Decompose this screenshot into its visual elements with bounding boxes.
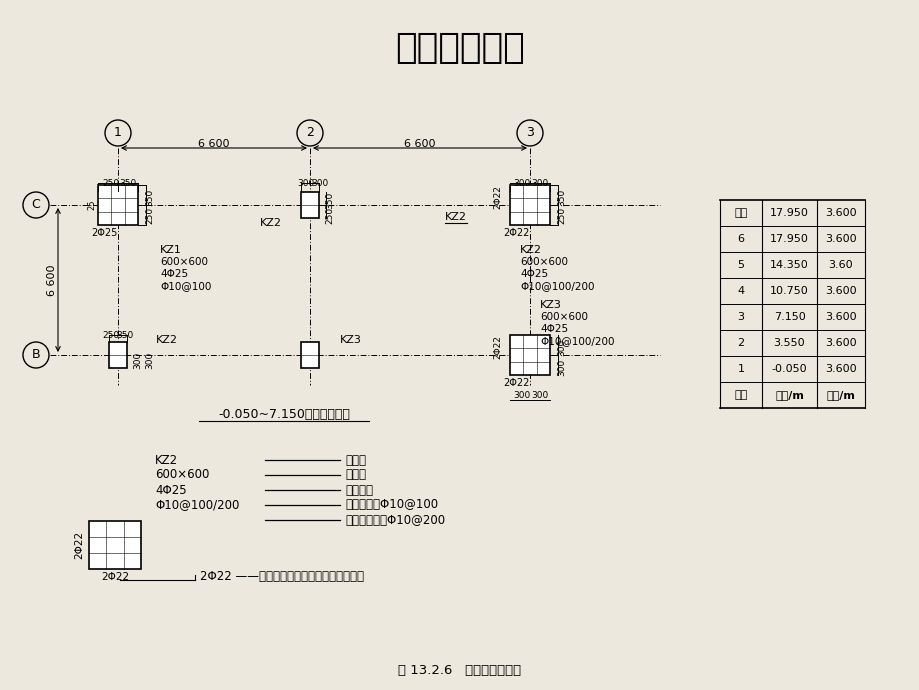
Text: KZ2: KZ2	[519, 245, 541, 255]
Text: 300: 300	[133, 351, 142, 368]
Text: 1: 1	[114, 126, 122, 139]
Text: 1: 1	[737, 364, 743, 374]
Text: 2Φ22: 2Φ22	[493, 185, 502, 209]
Text: 6 600: 6 600	[47, 264, 57, 296]
Text: KZ2: KZ2	[154, 453, 178, 466]
Text: 3.600: 3.600	[824, 312, 856, 322]
Text: KZ2: KZ2	[156, 335, 177, 345]
Text: 3.600: 3.600	[824, 286, 856, 296]
Text: 300: 300	[557, 338, 566, 355]
Text: 2Φ22: 2Φ22	[74, 531, 84, 559]
Text: 3.600: 3.600	[824, 338, 856, 348]
Text: 层面: 层面	[733, 208, 747, 218]
Text: 2Φ22 ——柱侧中部配筋，对称配筋仅注一侧: 2Φ22 ——柱侧中部配筋，对称配筋仅注一侧	[199, 571, 364, 584]
Text: 标高/m: 标高/m	[774, 390, 803, 400]
Text: 2: 2	[737, 338, 743, 348]
Text: 250: 250	[102, 331, 119, 339]
Text: Φ10@100/200: Φ10@100/200	[539, 336, 614, 346]
Text: 2Φ22: 2Φ22	[101, 572, 129, 582]
Text: 14.350: 14.350	[769, 260, 808, 270]
Text: 300: 300	[531, 391, 548, 400]
Text: KZ3: KZ3	[539, 300, 562, 310]
Text: 300: 300	[297, 179, 314, 188]
Text: 3.60: 3.60	[828, 260, 853, 270]
Text: 350: 350	[119, 179, 137, 188]
Text: 3.600: 3.600	[824, 234, 856, 244]
Text: 300: 300	[311, 179, 328, 188]
Text: 350: 350	[116, 331, 133, 339]
Bar	[301, 192, 319, 218]
Text: 350: 350	[145, 188, 154, 206]
Text: 350: 350	[325, 191, 335, 208]
Bar	[509, 335, 550, 375]
Text: Φ10@100/200: Φ10@100/200	[154, 498, 239, 511]
Text: 300: 300	[513, 179, 530, 188]
Text: 7.150: 7.150	[773, 312, 804, 322]
Text: 250: 250	[145, 206, 154, 224]
Text: -0.050~7.150柱平法施工图: -0.050~7.150柱平法施工图	[218, 408, 349, 422]
Text: 3: 3	[526, 126, 533, 139]
Text: 柱截面: 柱截面	[345, 469, 366, 482]
Text: 5: 5	[737, 260, 743, 270]
Text: 300: 300	[531, 179, 548, 188]
Text: 10.750: 10.750	[769, 286, 808, 296]
Text: Φ10@100/200: Φ10@100/200	[519, 281, 594, 291]
Text: 2Φ22: 2Φ22	[493, 335, 502, 359]
Text: 600×600: 600×600	[160, 257, 208, 267]
Text: 3.600: 3.600	[824, 208, 856, 218]
Text: 加密区箍筋Φ10@100: 加密区箍筋Φ10@100	[345, 498, 437, 511]
Text: KZ2: KZ2	[260, 218, 282, 228]
Text: 6 600: 6 600	[403, 139, 436, 149]
Text: 截面注写方式: 截面注写方式	[394, 31, 525, 65]
Text: 层高/m: 层高/m	[825, 390, 855, 400]
Text: KZ3: KZ3	[340, 335, 361, 345]
Text: 3: 3	[737, 312, 743, 322]
Text: B: B	[31, 348, 40, 362]
Text: 2: 2	[306, 126, 313, 139]
Text: 4: 4	[737, 286, 743, 296]
Text: 6: 6	[737, 234, 743, 244]
Text: 25: 25	[87, 199, 96, 210]
Bar	[98, 185, 138, 225]
Text: 600×600: 600×600	[539, 312, 587, 322]
Text: 17.950: 17.950	[769, 234, 808, 244]
Text: 2Φ25: 2Φ25	[91, 228, 117, 238]
Text: 300: 300	[557, 358, 566, 375]
Bar	[89, 521, 141, 569]
Text: 3.600: 3.600	[824, 364, 856, 374]
Text: 3.550: 3.550	[773, 338, 804, 348]
Text: 350: 350	[557, 188, 566, 206]
Text: 4Φ25: 4Φ25	[519, 269, 548, 279]
Text: 600×600: 600×600	[154, 469, 210, 482]
Text: 柱编号: 柱编号	[345, 453, 366, 466]
Text: 层号: 层号	[733, 390, 747, 400]
Text: C: C	[31, 199, 40, 212]
Text: 250: 250	[557, 206, 566, 224]
Bar	[301, 342, 319, 368]
Text: 2Φ22: 2Φ22	[503, 228, 528, 238]
Text: 600×600: 600×600	[519, 257, 567, 267]
Text: Φ10@100: Φ10@100	[160, 281, 211, 291]
Text: 2Φ22: 2Φ22	[503, 378, 528, 388]
Text: KZ2: KZ2	[445, 212, 467, 222]
Text: 图 13.2.6   柱截面注写方式: 图 13.2.6 柱截面注写方式	[398, 664, 521, 676]
Text: 4Φ25: 4Φ25	[160, 269, 187, 279]
Text: 250: 250	[102, 179, 119, 188]
Text: 柱角配筋: 柱角配筋	[345, 484, 372, 497]
Text: 300: 300	[145, 351, 154, 368]
Text: 6 600: 6 600	[198, 139, 230, 149]
Text: 250: 250	[325, 206, 335, 224]
Text: -0.050: -0.050	[771, 364, 807, 374]
Text: 300: 300	[513, 391, 530, 400]
Bar	[509, 185, 550, 225]
Bar	[108, 342, 127, 368]
Text: 17.950: 17.950	[769, 208, 808, 218]
Text: KZ1: KZ1	[160, 245, 182, 255]
Text: 4Φ25: 4Φ25	[539, 324, 568, 334]
Text: 4Φ25: 4Φ25	[154, 484, 187, 497]
Text: 非加密区箍筋Φ10@200: 非加密区箍筋Φ10@200	[345, 513, 445, 526]
